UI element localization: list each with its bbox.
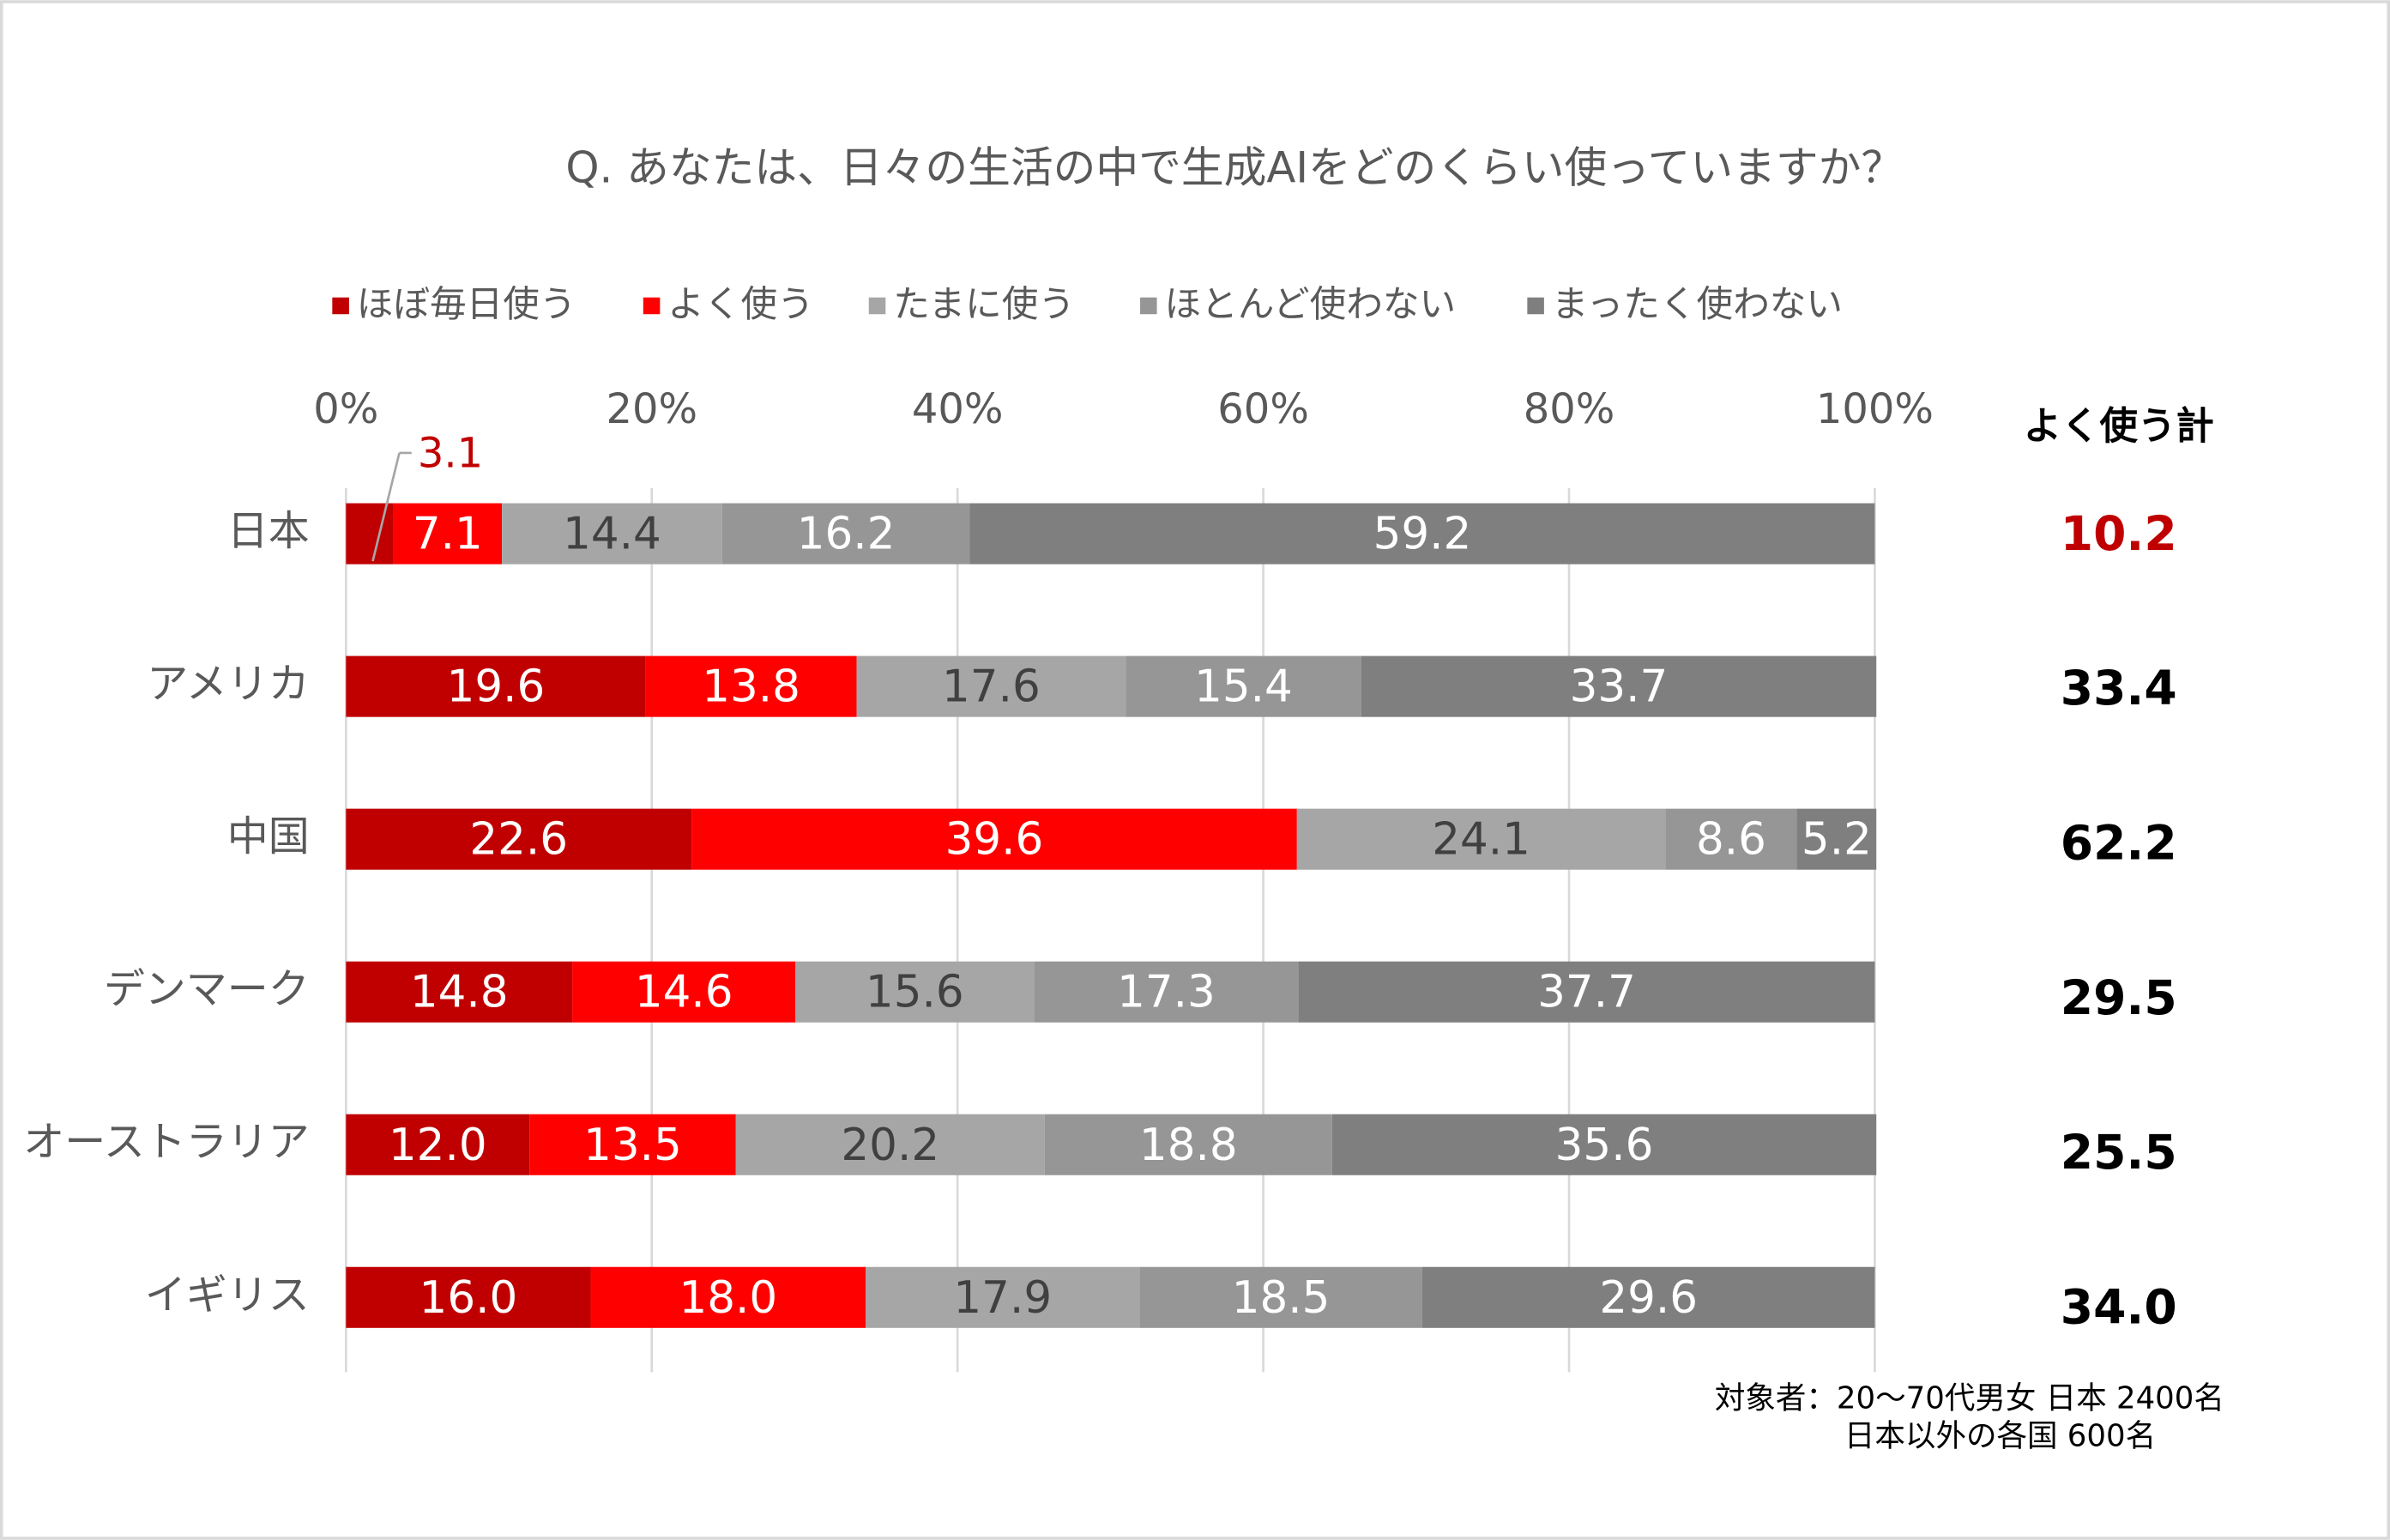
data-label: 14.8 (410, 967, 509, 1018)
data-label: 13.8 (702, 661, 800, 713)
x-tick-label: 20% (606, 385, 697, 433)
bar-segment (572, 961, 796, 1023)
data-label: 33.7 (1570, 661, 1669, 713)
bar-segment (1361, 655, 1877, 717)
bar-segment (1796, 808, 1877, 870)
x-tick-label: 100% (1816, 385, 1934, 433)
bar-segment (856, 655, 1126, 717)
totals-header: よく使う計 (2024, 405, 2214, 449)
y-tick-label: 日本 (227, 507, 310, 555)
data-label: 15.4 (1194, 661, 1293, 713)
chart-title: Q. あなたは、日々の生活の中で生成AIをどのくらい使っていますか？ (565, 143, 1904, 193)
bar-segment (1126, 655, 1361, 717)
bar-segment (645, 655, 857, 717)
y-tick-label: イギリス (145, 1271, 310, 1319)
bar-segment (1421, 1266, 1875, 1328)
data-label: 59.2 (1373, 509, 1472, 560)
legend-swatch (643, 297, 661, 315)
legend-label: たまに使う (893, 283, 1075, 326)
data-label: 18.5 (1232, 1272, 1331, 1324)
bar-segment (529, 1114, 736, 1175)
data-label: 14.6 (635, 967, 733, 1018)
x-tick-label: 40% (912, 385, 1004, 433)
legend-swatch (1527, 297, 1544, 315)
data-label: 35.6 (1555, 1120, 1654, 1171)
y-tick-label: 中国 (227, 812, 310, 861)
data-label: 17.6 (942, 661, 1041, 713)
bar-segment (393, 503, 503, 565)
bar-segment (346, 1114, 530, 1175)
bar-segment (795, 961, 1035, 1023)
bar-segment (346, 961, 573, 1023)
legend-swatch (1140, 297, 1157, 315)
data-label: 3.1 (418, 429, 483, 477)
data-label: 17.3 (1117, 967, 1216, 1018)
note: 日本以外の各国 600名 (1844, 1419, 2156, 1454)
x-tick-label: 80% (1524, 385, 1615, 433)
y-tick-label: アメリカ (147, 660, 309, 708)
bar-segment (346, 655, 646, 717)
total-label: 33.4 (2061, 661, 2177, 716)
data-label: 7.1 (413, 509, 483, 560)
y-tick-label: デンマーク (104, 965, 310, 1013)
data-label: 14.4 (563, 509, 661, 560)
bar-segment (1296, 808, 1666, 870)
data-label: 37.7 (1537, 967, 1636, 1018)
bar-segment (590, 1266, 866, 1328)
total-label: 10.2 (2061, 506, 2177, 561)
legend-label: よく使う (667, 283, 814, 326)
bar-segment (1034, 961, 1299, 1023)
bar-segment (969, 503, 1875, 565)
bar-segment (1139, 1266, 1422, 1328)
bar-segment (1044, 1114, 1332, 1175)
data-label: 12.0 (389, 1120, 487, 1171)
total-label: 25.5 (2061, 1125, 2177, 1180)
data-label: 22.6 (469, 814, 568, 866)
data-label: 20.2 (841, 1120, 939, 1171)
bar-segment (1331, 1114, 1877, 1175)
data-label: 19.6 (447, 661, 546, 713)
y-tick-label: オーストラリア (23, 1118, 309, 1166)
legend-label: まったく使わない (1552, 283, 1843, 326)
total-label: 34.0 (2061, 1279, 2177, 1334)
data-label: 8.6 (1696, 814, 1766, 866)
data-label: 13.5 (583, 1120, 682, 1171)
bar-segment (1298, 961, 1875, 1023)
legend-swatch (332, 297, 349, 315)
total-label: 62.2 (2061, 815, 2177, 870)
data-label: 24.1 (1432, 814, 1530, 866)
bar-segment (346, 1266, 591, 1328)
x-tick-label: 60% (1217, 385, 1309, 433)
x-tick-label: 0% (313, 385, 378, 433)
data-label: 18.0 (679, 1272, 778, 1324)
data-label: 29.6 (1599, 1272, 1698, 1324)
data-label: 17.9 (953, 1272, 1052, 1324)
data-label: 39.6 (945, 814, 1044, 866)
data-label: 16.2 (797, 509, 896, 560)
bar-segment (502, 503, 722, 565)
bar-segment (346, 808, 692, 870)
data-label: 15.6 (866, 967, 964, 1018)
data-label: 5.2 (1802, 814, 1872, 866)
bar-segment (735, 1114, 1045, 1175)
legend-swatch (868, 297, 886, 315)
total-label: 29.5 (2061, 970, 2177, 1025)
data-label: 16.0 (419, 1272, 518, 1324)
note: 対象者：20～70代男女 日本 2400名 (1715, 1380, 2224, 1416)
bar-segment (691, 808, 1297, 870)
bar-segment (1665, 808, 1797, 870)
legend-label: ほぼ毎日使う (357, 283, 576, 326)
leader-line (371, 452, 401, 562)
data-label: 18.8 (1139, 1120, 1238, 1171)
bar-segment (866, 1266, 1140, 1328)
bar-segment (346, 503, 394, 565)
bar-segment (721, 503, 970, 565)
legend-label: ほとんど使わない (1164, 283, 1456, 326)
